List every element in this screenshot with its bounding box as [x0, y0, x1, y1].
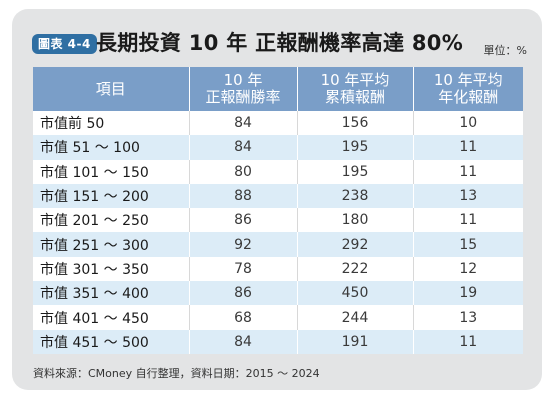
table-header-row: 項目 10 年 正報酬勝率 10 年平均 累積報酬 10 年平均 年化報酬 [33, 67, 523, 111]
annualized-return-cell: 13 [412, 183, 523, 209]
cumulative-return-cell: 222 [296, 256, 413, 282]
unit-label: 單位：% [483, 44, 527, 57]
row-label: 市值 351 ～ 400 [33, 281, 189, 306]
cumulative-return-cell: 180 [296, 208, 413, 233]
annualized-return-cell: 13 [412, 305, 523, 330]
row-label: 市值 51 ～ 100 [33, 135, 189, 160]
table-row: 市值 401 ～ 450 68 244 13 [33, 305, 523, 330]
figure-badge: 圖表 4-4 [32, 34, 97, 54]
annualized-return-cell: 11 [412, 135, 523, 160]
row-label: 市值 401 ～ 450 [33, 305, 189, 330]
win-rate-cell: 86 [188, 208, 297, 233]
table-row: 市值 351 ～ 400 86 450 19 [33, 281, 523, 306]
header-line: 累積報酬 [324, 88, 385, 106]
header-annualized-return: 10 年平均 年化報酬 [412, 67, 523, 111]
annualized-return-cell: 15 [412, 232, 523, 257]
annualized-return-cell: 19 [412, 281, 523, 306]
win-rate-cell: 84 [188, 329, 297, 354]
cumulative-return-cell: 244 [296, 305, 413, 330]
header-line: 10 年平均 [433, 71, 503, 89]
cumulative-return-cell: 292 [296, 232, 413, 257]
row-label: 市值 451 ～ 500 [33, 329, 189, 354]
annualized-return-cell: 11 [412, 159, 523, 184]
returns-table: 項目 10 年 正報酬勝率 10 年平均 累積報酬 10 年平均 年化報酬 市值… [33, 67, 523, 354]
table-row: 市值 101 ～ 150 80 195 11 [33, 159, 523, 184]
annualized-return-cell: 10 [412, 111, 523, 136]
table-row: 市值 51 ～ 100 84 195 11 [33, 135, 523, 160]
win-rate-cell: 86 [188, 281, 297, 306]
win-rate-cell: 84 [188, 111, 297, 136]
header-line: 年化報酬 [438, 88, 499, 106]
win-rate-cell: 84 [188, 135, 297, 160]
win-rate-cell: 92 [188, 232, 297, 257]
header-win-rate: 10 年 正報酬勝率 [188, 67, 297, 111]
cumulative-return-cell: 238 [296, 183, 413, 209]
header-line: 10 年平均 [320, 71, 390, 89]
figure-title: 長期投資 10 年 正報酬機率高達 80% [96, 31, 464, 55]
figure-card: 圖表 4-4 長期投資 10 年 正報酬機率高達 80% 單位：% 項目 10 … [12, 9, 542, 390]
win-rate-cell: 88 [188, 183, 297, 209]
win-rate-cell: 80 [188, 159, 297, 184]
header-cumulative-return: 10 年平均 累積報酬 [296, 67, 413, 111]
row-label: 市值 151 ～ 200 [33, 183, 189, 209]
header-line: 正報酬勝率 [205, 88, 281, 106]
header-item: 項目 [33, 67, 189, 111]
annualized-return-cell: 12 [412, 256, 523, 282]
row-label: 市值 301 ～ 350 [33, 256, 189, 282]
cumulative-return-cell: 191 [296, 329, 413, 354]
win-rate-cell: 78 [188, 256, 297, 282]
cumulative-return-cell: 195 [296, 159, 413, 184]
table-row: 市值 451 ～ 500 84 191 11 [33, 329, 523, 354]
annualized-return-cell: 11 [412, 329, 523, 354]
row-label: 市值 201 ～ 250 [33, 208, 189, 233]
win-rate-cell: 68 [188, 305, 297, 330]
table-row: 市值 201 ～ 250 86 180 11 [33, 208, 523, 233]
row-label: 市值 251 ～ 300 [33, 232, 189, 257]
source-note: 資料來源：CMoney 自行整理，資料日期：2015 ～ 2024 [33, 367, 320, 380]
row-label: 市值前 50 [33, 111, 189, 136]
table-row: 市值 251 ～ 300 92 292 15 [33, 232, 523, 257]
table-row: 市值前 50 84 156 10 [33, 111, 523, 136]
table-row: 市值 151 ～ 200 88 238 13 [33, 183, 523, 209]
row-label: 市值 101 ～ 150 [33, 159, 189, 184]
table-row: 市值 301 ～ 350 78 222 12 [33, 256, 523, 282]
cumulative-return-cell: 450 [296, 281, 413, 306]
header-line: 項目 [95, 79, 126, 98]
header-line: 10 年 [223, 71, 263, 89]
annualized-return-cell: 11 [412, 208, 523, 233]
cumulative-return-cell: 195 [296, 135, 413, 160]
cumulative-return-cell: 156 [296, 111, 413, 136]
